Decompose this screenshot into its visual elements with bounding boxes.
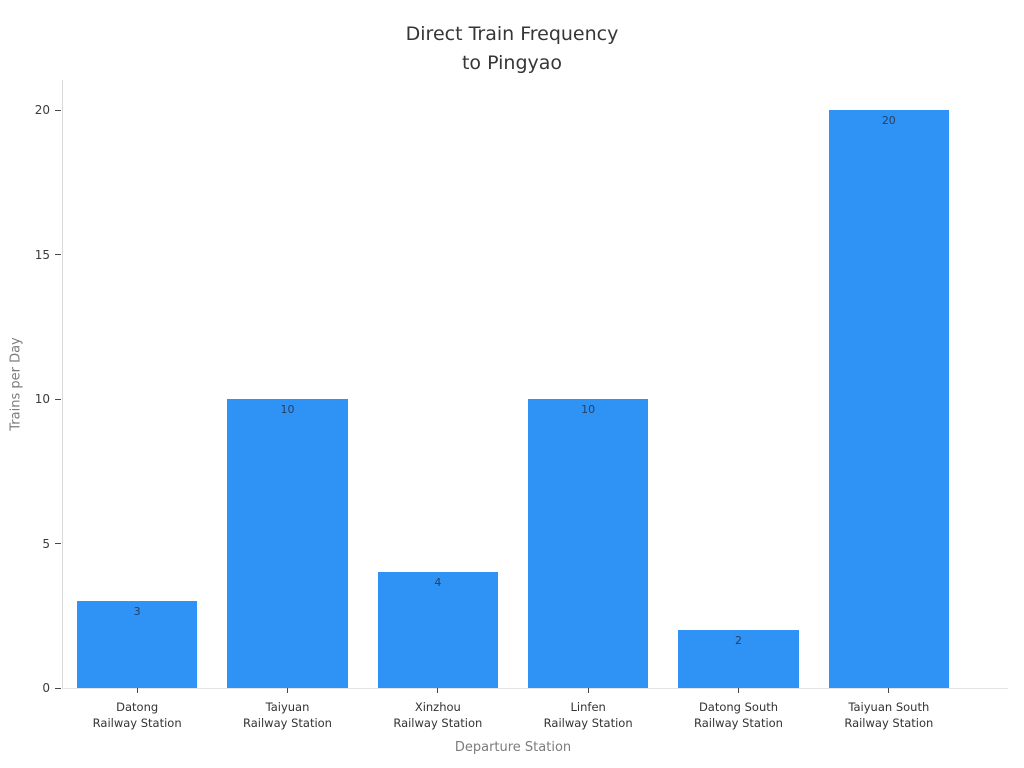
x-tick-label-line: Railway Station	[694, 716, 783, 730]
x-tick-label-line: Taiyuan	[265, 700, 310, 714]
x-tick-label-line: Railway Station	[844, 716, 934, 730]
y-tick-mark	[55, 398, 61, 400]
x-tick-label-line: Datong	[116, 700, 159, 714]
bar: 3	[77, 601, 198, 688]
x-tick-label: Taiyuan Railway Station	[208, 699, 368, 731]
bar: 10	[227, 399, 348, 688]
y-tick-label: 10	[34, 392, 50, 406]
x-tick-mark	[136, 688, 138, 693]
y-tick-label: 15	[34, 247, 50, 262]
x-tick-label: Xinzhou Railway Station	[358, 699, 518, 731]
y-tick-mark	[55, 687, 61, 689]
x-tick-label: Linfen Railway Station	[508, 699, 668, 731]
chart-title-line1: Direct Train Frequency	[405, 23, 619, 45]
bar-value-label: 4	[434, 576, 442, 590]
x-tick-label-line: Xinzhou	[414, 700, 461, 714]
x-tick-label-line: Railway Station	[543, 716, 633, 730]
x-tick-label: Datong Railway Station	[57, 699, 217, 731]
x-tick-label-line: Railway Station	[243, 716, 332, 730]
bar-value-label: 2	[734, 634, 742, 648]
bar: 4	[377, 572, 498, 688]
bar: 10	[528, 399, 649, 688]
bar: 20	[828, 110, 949, 688]
x-tick-label-line: Linfen	[570, 700, 606, 714]
x-axis-title: Departure Station	[454, 740, 572, 755]
bar: 2	[678, 630, 799, 688]
x-tick-label-line: Railway Station	[393, 716, 483, 730]
bar-value-label: 3	[133, 605, 141, 619]
bar-value-label: 20	[881, 114, 896, 127]
x-tick-mark	[587, 688, 589, 693]
y-tick-mark	[55, 109, 61, 111]
x-tick-mark	[738, 688, 739, 693]
chart-title: Direct Train Frequency to Pingyao	[0, 20, 1024, 78]
bar-value-label: 10	[581, 403, 596, 416]
y-tick-label: 5	[42, 536, 50, 551]
x-tick-label: Taiyuan South Railway Station	[809, 699, 969, 731]
x-tick-mark	[888, 688, 890, 693]
x-tick-label-line: Taiyuan South	[848, 700, 930, 714]
chart-title-line2: to Pingyao	[461, 52, 563, 74]
x-tick-mark	[287, 688, 288, 693]
x-axis-line	[62, 688, 1008, 689]
x-tick-label: Datong South Railway Station	[659, 699, 819, 731]
y-tick-mark	[55, 543, 61, 544]
y-tick-label: 0	[42, 681, 50, 695]
y-axis-title: Trains per Day	[8, 337, 24, 431]
y-axis-line	[62, 80, 63, 688]
x-tick-label-line: Datong South	[698, 700, 779, 714]
x-tick-label-line: Railway Station	[92, 716, 182, 730]
y-tick-mark	[55, 254, 61, 255]
y-tick-label: 20	[34, 103, 50, 117]
bar-value-label: 10	[280, 403, 295, 416]
x-tick-mark	[437, 688, 439, 693]
